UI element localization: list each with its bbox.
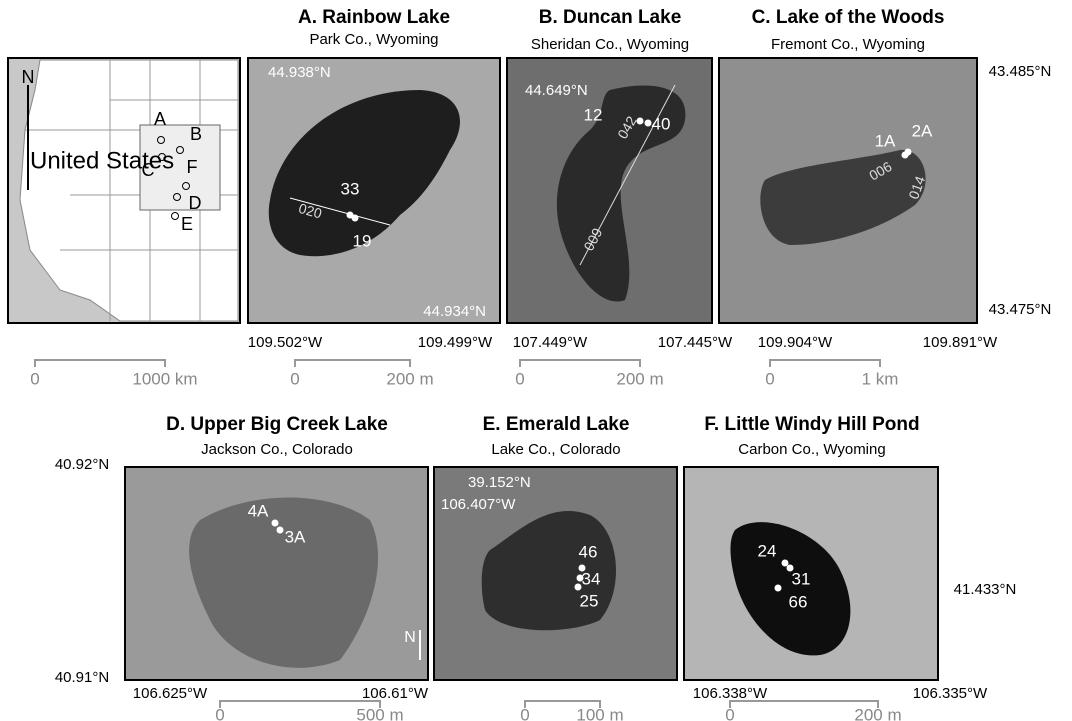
sample-point (575, 584, 582, 591)
coordinate-label: 106.61°W (362, 685, 429, 702)
coordinate-label: 106.407°W (441, 496, 516, 513)
point-label: 25 (580, 591, 599, 610)
panel-subtitle: Carbon Co., Wyoming (738, 441, 885, 458)
coordinate-label: 44.934°N (423, 303, 486, 320)
panel-title: E. Emerald Lake (483, 414, 630, 435)
panel-title: D. Upper Big Creek Lake (166, 414, 388, 435)
point-label: 24 (758, 541, 777, 560)
north-label: N (22, 67, 35, 87)
point-label: 3A (285, 527, 306, 546)
coordinate-label: 44.649°N (525, 82, 588, 99)
panel-title: C. Lake of the Woods (752, 7, 945, 28)
figure: NUnited StatesABCFDE01000 kmA. Rainbow L… (0, 0, 1072, 721)
sample-point (277, 527, 284, 534)
scale-label: 200 m (386, 369, 433, 388)
site-label: F (187, 157, 198, 177)
site-label: D (189, 193, 202, 213)
scale-label: 500 m (356, 705, 403, 721)
sample-point (775, 585, 782, 592)
scale-label: 0 (215, 705, 224, 721)
site-label: B (190, 124, 202, 144)
sample-point (272, 520, 279, 527)
coordinate-label: 43.485°N (989, 63, 1052, 80)
coordinate-label: 107.449°W (513, 334, 588, 351)
panel-subtitle: Park Co., Wyoming (309, 31, 438, 48)
coordinate-label: 106.338°W (693, 685, 768, 702)
sample-point (782, 560, 789, 567)
scale-label: 1 km (862, 369, 899, 388)
panel-title: B. Duncan Lake (539, 7, 682, 28)
panel-subtitle: Fremont Co., Wyoming (771, 36, 925, 53)
panel-subtitle: Jackson Co., Colorado (201, 441, 353, 458)
coordinate-label: 39.152°N (468, 474, 531, 491)
scale-label: 0 (30, 369, 39, 388)
point-label: 4A (248, 501, 269, 520)
point-label: 31 (792, 569, 811, 588)
coordinate-label: 106.335°W (913, 685, 988, 702)
point-label: 34 (582, 569, 601, 588)
point-label: 40 (652, 114, 671, 133)
point-label: 19 (353, 231, 372, 250)
panel-title: A. Rainbow Lake (298, 7, 450, 28)
site-label: C (142, 160, 155, 180)
coordinate-label: 41.433°N (954, 581, 1017, 598)
panel-subtitle: Lake Co., Colorado (491, 441, 620, 458)
coordinate-label: 40.91°N (55, 669, 109, 686)
scale-label: 0 (515, 369, 524, 388)
scale-label: 0 (290, 369, 299, 388)
coordinate-label: 109.904°W (758, 334, 833, 351)
coordinate-label: 44.938°N (268, 64, 331, 81)
panel-title: F. Little Windy Hill Pond (704, 414, 919, 435)
scale-label: 0 (725, 705, 734, 721)
coordinate-label: 109.502°W (248, 334, 323, 351)
site-label: A (154, 109, 166, 129)
scale-label: 0 (520, 705, 529, 721)
point-label: 1A (875, 131, 896, 150)
point-label: 12 (584, 105, 603, 124)
sample-point (645, 120, 652, 127)
coordinate-label: 43.475°N (989, 301, 1052, 318)
north-label: N (404, 629, 416, 646)
coordinate-label: 40.92°N (55, 456, 109, 473)
scale-label: 0 (765, 369, 774, 388)
sample-point (905, 149, 912, 156)
point-label: 33 (341, 179, 360, 198)
coordinate-label: 109.891°W (923, 334, 998, 351)
scale-label: 100 m (576, 705, 623, 721)
site-label: E (181, 214, 193, 234)
scale-label: 1000 km (132, 369, 197, 388)
point-label: 66 (789, 592, 808, 611)
sample-point (352, 215, 359, 222)
panel-subtitle: Sheridan Co., Wyoming (531, 36, 689, 53)
coordinate-label: 109.499°W (418, 334, 493, 351)
scale-label: 200 m (616, 369, 663, 388)
coordinate-label: 107.445°W (658, 334, 733, 351)
point-label: 46 (579, 542, 598, 561)
scale-label: 200 m (854, 705, 901, 721)
coordinate-label: 106.625°W (133, 685, 208, 702)
point-label: 2A (912, 121, 933, 140)
